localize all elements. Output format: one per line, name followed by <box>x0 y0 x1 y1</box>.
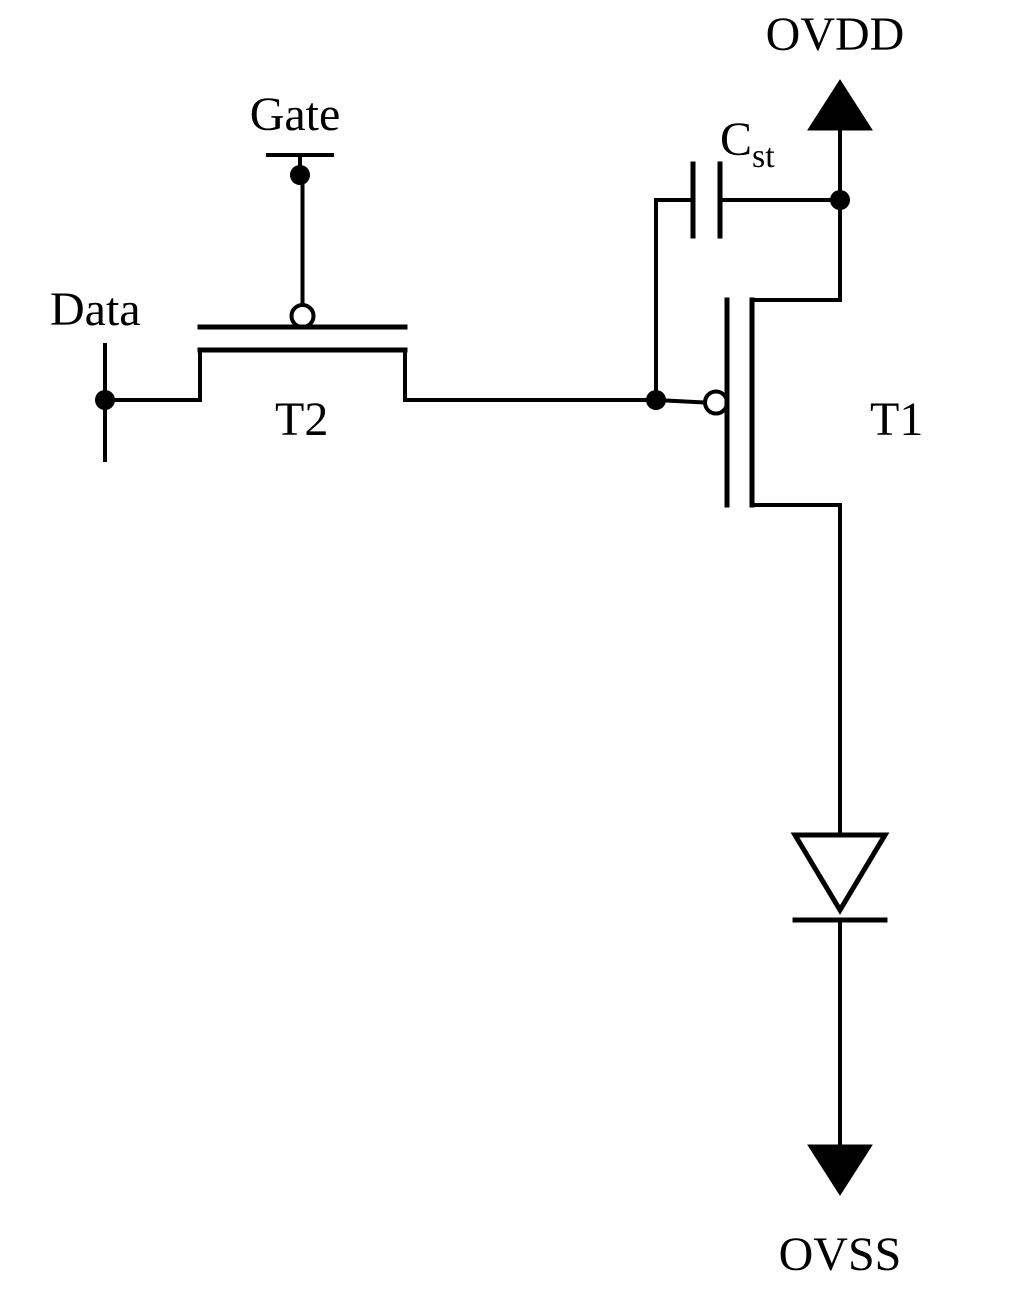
svg-text:Cst: Cst <box>720 113 775 175</box>
svg-text:Gate: Gate <box>250 88 341 141</box>
svg-text:Data: Data <box>50 283 141 336</box>
svg-text:OVDD: OVDD <box>766 8 905 61</box>
svg-text:T2: T2 <box>275 393 328 446</box>
svg-text:OVSS: OVSS <box>779 1228 902 1281</box>
svg-text:T1: T1 <box>870 393 923 446</box>
pixel-circuit-diagram: OVDD OVSS Gate Data T2 T1 Cst <box>0 0 1019 1296</box>
